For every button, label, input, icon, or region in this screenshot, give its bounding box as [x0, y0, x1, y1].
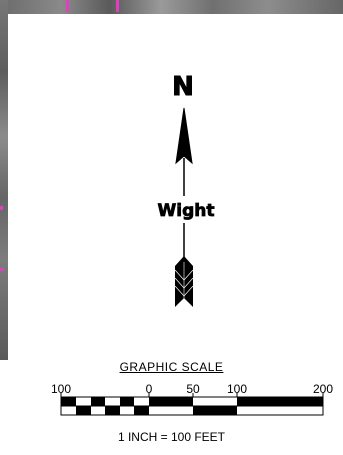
- map-legend-panel: [8, 14, 343, 455]
- scale-ratio-note: 1 INCH = 100 FEET: [117, 430, 226, 444]
- scale-tick-label: 200: [312, 382, 334, 396]
- parcel-marker: [66, 0, 69, 12]
- scale-tick-label: 100: [226, 382, 248, 396]
- parcel-marker: [116, 0, 119, 12]
- graphic-scale-title: GRAPHIC SCALE: [0, 360, 343, 374]
- north-letter: N: [172, 72, 194, 102]
- scale-tick-label: 0: [145, 382, 153, 396]
- parcel-marker: [0, 268, 4, 271]
- graphic-scale-title-text: GRAPHIC SCALE: [119, 360, 224, 374]
- scale-tick-label: 50: [186, 382, 200, 396]
- arrow-head: [175, 107, 193, 165]
- aerial-imagery-top-edge: [0, 0, 343, 14]
- scale-tick-label: 100: [50, 382, 72, 396]
- scale-bar: [60, 393, 324, 416]
- parcel-marker: [0, 206, 3, 210]
- aerial-imagery-left-edge: [0, 0, 8, 360]
- company-logo: Wight: [158, 201, 215, 221]
- arrow-tail: [174, 256, 194, 307]
